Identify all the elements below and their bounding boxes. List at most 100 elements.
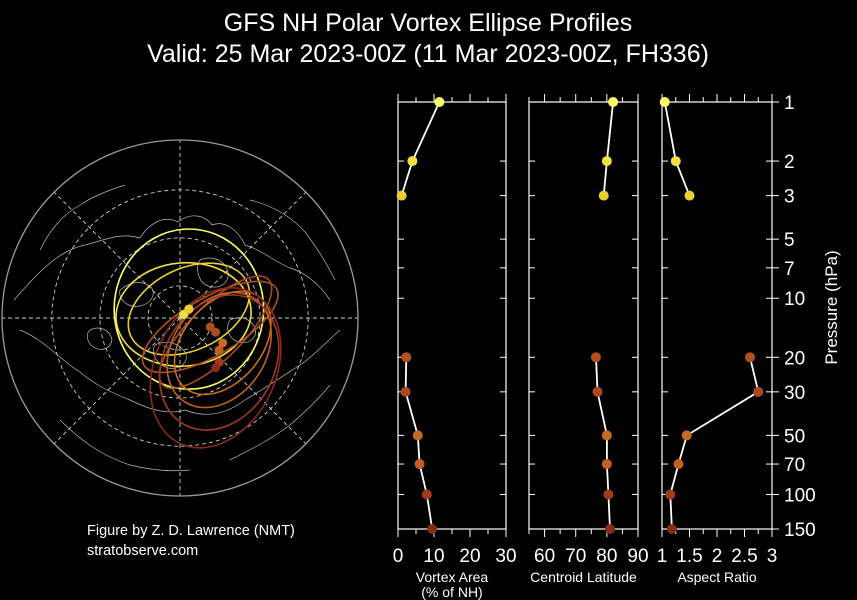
profile-line (663, 101, 691, 196)
profile-point (601, 430, 612, 441)
axes-frame (397, 101, 507, 530)
profile-point (601, 459, 612, 470)
profile-point (598, 190, 609, 201)
coastline (59, 419, 191, 472)
y-tick-label: 150 (784, 520, 816, 541)
chart-title-line2: Valid: 25 Mar 2023-00Z (11 Mar 2023-00Z,… (147, 40, 709, 68)
profile-point (400, 386, 411, 397)
profile-point (659, 97, 670, 107)
profile-point (753, 386, 764, 397)
profile-point (603, 489, 614, 500)
y-tick-label: 3 (784, 187, 795, 208)
x-tick-label: 90 (627, 546, 648, 567)
profile-point (590, 352, 601, 363)
meridian (179, 317, 307, 445)
x-tick-label: 2 (712, 546, 723, 567)
profile-line (602, 101, 614, 196)
x-tick-label: 10 (423, 546, 444, 567)
credit-site: stratobserve.com (87, 543, 198, 559)
y-tick-label: 20 (784, 348, 805, 369)
profile-point (592, 386, 603, 397)
chart-title-line1: GFS NH Polar Vortex Ellipse Profiles (224, 9, 632, 37)
profile-point (604, 524, 615, 534)
vortex-ellipse (141, 280, 279, 374)
profile-line (669, 357, 760, 530)
centroid-point (184, 304, 194, 314)
profile-line (404, 357, 434, 530)
profile-point (745, 352, 755, 363)
x-tick-label: 60 (534, 546, 555, 567)
coastline (197, 257, 229, 288)
meridian (53, 191, 181, 319)
x-tick-label: 20 (459, 546, 480, 567)
y-tick-label: 50 (784, 426, 805, 447)
coastline (13, 215, 331, 301)
axes-frame (528, 101, 639, 530)
y-tick-label: 100 (784, 485, 816, 506)
vortex-ellipse (158, 294, 280, 431)
x-tick-label: 3 (767, 546, 778, 567)
y-tick-label: 70 (784, 455, 805, 476)
coastline (86, 327, 113, 350)
profile-point (427, 524, 438, 534)
profile-point (666, 524, 677, 534)
polar-map (1, 139, 359, 497)
x-tick-label: 70 (565, 546, 586, 567)
coastline (249, 199, 336, 281)
profile-point (670, 156, 681, 167)
map-border (1, 139, 359, 497)
profile-point (421, 489, 432, 500)
profile-point (414, 459, 425, 470)
meridian (53, 317, 181, 445)
coastline (19, 329, 341, 415)
centroid-point (211, 327, 221, 337)
x-axis-label: (% of NH) (421, 584, 482, 600)
profile-point (681, 430, 692, 441)
x-axis-label: Centroid Latitude (530, 569, 637, 585)
y-tick-label: 30 (784, 383, 805, 404)
vortex-ellipse (149, 287, 282, 449)
x-tick-label: 2.5 (731, 546, 757, 567)
profile-point (412, 430, 423, 441)
x-axis-label: Vortex Area (416, 569, 489, 585)
coastline (39, 184, 126, 251)
x-tick-label: 80 (596, 546, 617, 567)
y-axis-label: Pressure (hPa) (822, 250, 841, 364)
vortex-area-panel: 0 10 20 30 Vortex Area(% of NH) (393, 94, 517, 600)
profile-point (608, 97, 619, 107)
meridian (179, 191, 307, 319)
vortex-ellipse (166, 291, 273, 409)
y-tick-label: 7 (784, 259, 795, 280)
map-inner (2, 140, 358, 496)
y-tick-label: 5 (784, 230, 795, 251)
coastline (229, 384, 331, 461)
profile-point (601, 156, 612, 167)
x-tick-label: 1 (657, 546, 668, 567)
x-tick-label: 0 (393, 546, 404, 567)
profile-point (673, 459, 684, 470)
aspect-ratio-panel: 1 1.5 2 2.5 3 Aspect Ratio 1 2 3 5 7 10 20 30 50 70 100 1… (657, 93, 841, 585)
profile-point (401, 352, 412, 363)
profile-point (407, 156, 418, 167)
credit-author: Figure by Z. D. Lawrence (NMT) (87, 523, 295, 539)
profile-point (665, 489, 676, 500)
profile-line (595, 357, 611, 530)
y-tick-label: 1 (784, 93, 795, 114)
x-tick-label: 30 (495, 546, 516, 567)
x-tick-label: 1.5 (676, 546, 702, 567)
x-axis-label: Aspect Ratio (677, 569, 757, 585)
latitude-circle (147, 285, 213, 351)
profile-point (434, 97, 445, 107)
profile-point (396, 190, 407, 201)
centroid-latitude-panel: 60 70 80 90 Centroid Latitude (528, 94, 649, 585)
profile-line (400, 101, 441, 196)
profile-point (684, 190, 695, 201)
vortex-ellipse (115, 261, 252, 368)
y-tick-label: 10 (784, 289, 805, 310)
y-tick-label: 2 (784, 152, 795, 173)
centroid-point (211, 363, 221, 373)
coastline (119, 282, 154, 307)
centroid-point (214, 345, 224, 355)
vortex-ellipse (113, 228, 265, 390)
